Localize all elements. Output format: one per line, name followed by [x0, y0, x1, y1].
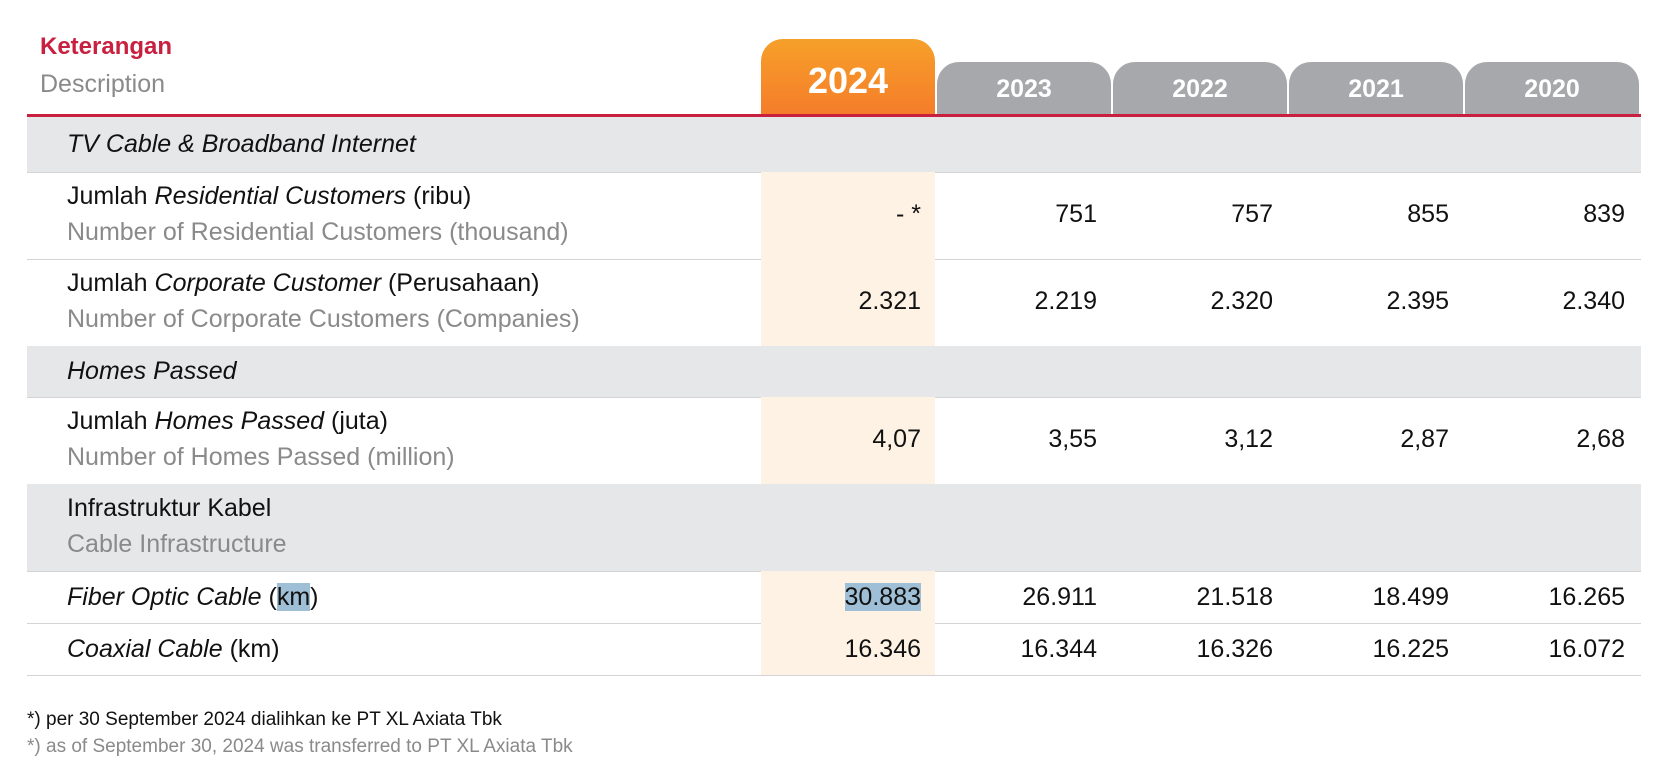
year-tab-2024: 2024: [761, 39, 935, 116]
value-2024: 4,07: [872, 425, 921, 453]
highlight-cell: [761, 259, 935, 346]
header-divider: [27, 114, 1641, 117]
section-title-en: Cable Infrastructure: [67, 530, 287, 558]
row-label-id: Jumlah Homes Passed (juta): [67, 407, 388, 435]
value-2021: 2.395: [1386, 287, 1449, 315]
value-2022: 757: [1231, 200, 1273, 228]
row-label-id: Jumlah Corporate Customer (Perusahaan): [67, 269, 540, 297]
footnote-en: *) as of September 30, 2024 was transfer…: [27, 736, 573, 757]
description-header: Keterangan Description: [40, 30, 172, 104]
value-2021: 18.499: [1372, 583, 1449, 611]
highlight-cell: [761, 172, 935, 259]
section-title-infrastructure: Infrastruktur Kabel Cable Infrastructure: [67, 490, 287, 562]
value-2023: 2.219: [1034, 287, 1097, 315]
value-2021: 855: [1407, 200, 1449, 228]
year-tab-2021: 2021: [1289, 62, 1463, 116]
table-row-coaxial: Coaxial Cable (km) 16.346 16.344 16.326 …: [27, 623, 1641, 676]
table-row-corporate: Jumlah Corporate Customer (Perusahaan) N…: [27, 259, 1641, 347]
section-title-id: Infrastruktur Kabel: [67, 494, 272, 522]
row-label-en: Number of Homes Passed (million): [67, 443, 455, 471]
description-header-en: Description: [40, 70, 166, 98]
value-2023: 3,55: [1048, 425, 1097, 453]
row-label-coaxial: Coaxial Cable (km): [67, 635, 280, 663]
value-2020: 839: [1583, 200, 1625, 228]
highlight-cell: [761, 397, 935, 484]
value-2024: 16.346: [844, 635, 921, 663]
value-2020: 16.072: [1548, 635, 1625, 663]
year-tab-2023: 2023: [937, 62, 1111, 116]
section-title-tv: TV Cable & Broadband Internet: [67, 130, 416, 158]
footnote-id: *) per 30 September 2024 dialihkan ke PT…: [27, 709, 502, 730]
year-tab-2020: 2020: [1465, 62, 1639, 116]
section-row-tv: TV Cable & Broadband Internet: [27, 117, 1641, 173]
table-row-fiber: Fiber Optic Cable (km) 30.883 26.911 21.…: [27, 571, 1641, 624]
year-tab-2022: 2022: [1113, 62, 1287, 116]
row-label-residential: Jumlah Residential Customers (ribu) Numb…: [67, 178, 569, 250]
value-2023: 751: [1055, 200, 1097, 228]
value-2021: 2,87: [1400, 425, 1449, 453]
table-row-homes: Jumlah Homes Passed (juta) Number of Hom…: [27, 397, 1641, 485]
highlight-cell: [761, 623, 935, 675]
row-label-en: Number of Corporate Customers (Companies…: [67, 305, 580, 333]
value-2020: 16.265: [1548, 583, 1625, 611]
value-2021: 16.225: [1372, 635, 1449, 663]
row-label-fiber: Fiber Optic Cable (km): [67, 583, 319, 611]
value-2022: 16.326: [1196, 635, 1273, 663]
row-label-homes: Jumlah Homes Passed (juta) Number of Hom…: [67, 403, 455, 475]
value-2020: 2.340: [1562, 287, 1625, 315]
value-2022: 3,12: [1224, 425, 1273, 453]
row-label-id: Jumlah Residential Customers (ribu): [67, 182, 472, 210]
value-2023: 26.911: [1022, 583, 1097, 611]
section-title-homes: Homes Passed: [67, 357, 237, 385]
value-2020: 2,68: [1576, 425, 1625, 453]
value-2022: 2.320: [1210, 287, 1273, 315]
value-2022: 21.518: [1196, 583, 1273, 611]
value-2024: 2.321: [858, 287, 921, 315]
value-2023: 16.344: [1020, 635, 1097, 663]
section-row-homes: Homes Passed: [27, 346, 1641, 398]
selected-value: 30.883: [844, 583, 921, 611]
description-header-id: Keterangan: [40, 33, 173, 60]
table-row-residential: Jumlah Residential Customers (ribu) Numb…: [27, 172, 1641, 260]
row-label-en: Number of Residential Customers (thousan…: [67, 218, 569, 246]
value-2024: - *: [896, 200, 921, 228]
row-label-corporate: Jumlah Corporate Customer (Perusahaan) N…: [67, 265, 580, 337]
section-row-infrastructure: Infrastruktur Kabel Cable Infrastructure: [27, 484, 1641, 572]
selected-text: km: [276, 583, 311, 611]
value-2024: 30.883: [771, 583, 921, 612]
